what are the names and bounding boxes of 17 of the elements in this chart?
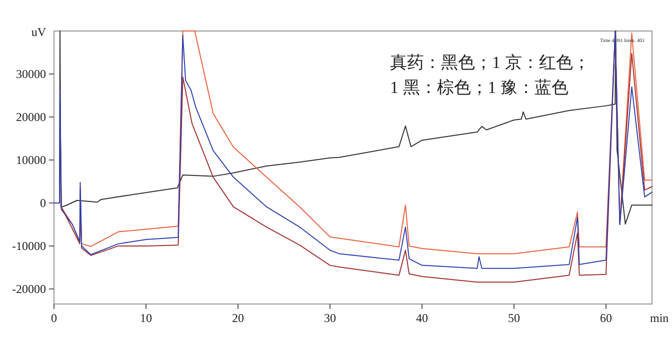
x-tick-label: 30 — [324, 311, 336, 325]
x-tick-label: 40 — [416, 311, 428, 325]
y-tick-label: 10000 — [16, 152, 46, 167]
annotation: 真药：黑色；1 京：红色； — [390, 53, 590, 72]
y-tick-label: -20000 — [12, 282, 46, 296]
x-tick-label: 60 — [600, 311, 612, 325]
x-axis-title: min — [650, 311, 669, 325]
y-tick-label: 0 — [40, 196, 46, 210]
x-tick-label: 20 — [232, 311, 244, 325]
y-tick-label: 30000 — [16, 66, 46, 81]
y-axis-title: uV — [31, 25, 46, 39]
x-tick-label: 10 — [140, 311, 152, 325]
y-tick-label: 20000 — [16, 110, 46, 124]
x-tick-label: 0 — [51, 311, 57, 325]
x-tick-label: 50 — [508, 311, 520, 325]
annotation: 1 黑：棕色；1 豫：蓝色 — [390, 78, 568, 97]
y-tick-label: -10000 — [12, 238, 46, 253]
